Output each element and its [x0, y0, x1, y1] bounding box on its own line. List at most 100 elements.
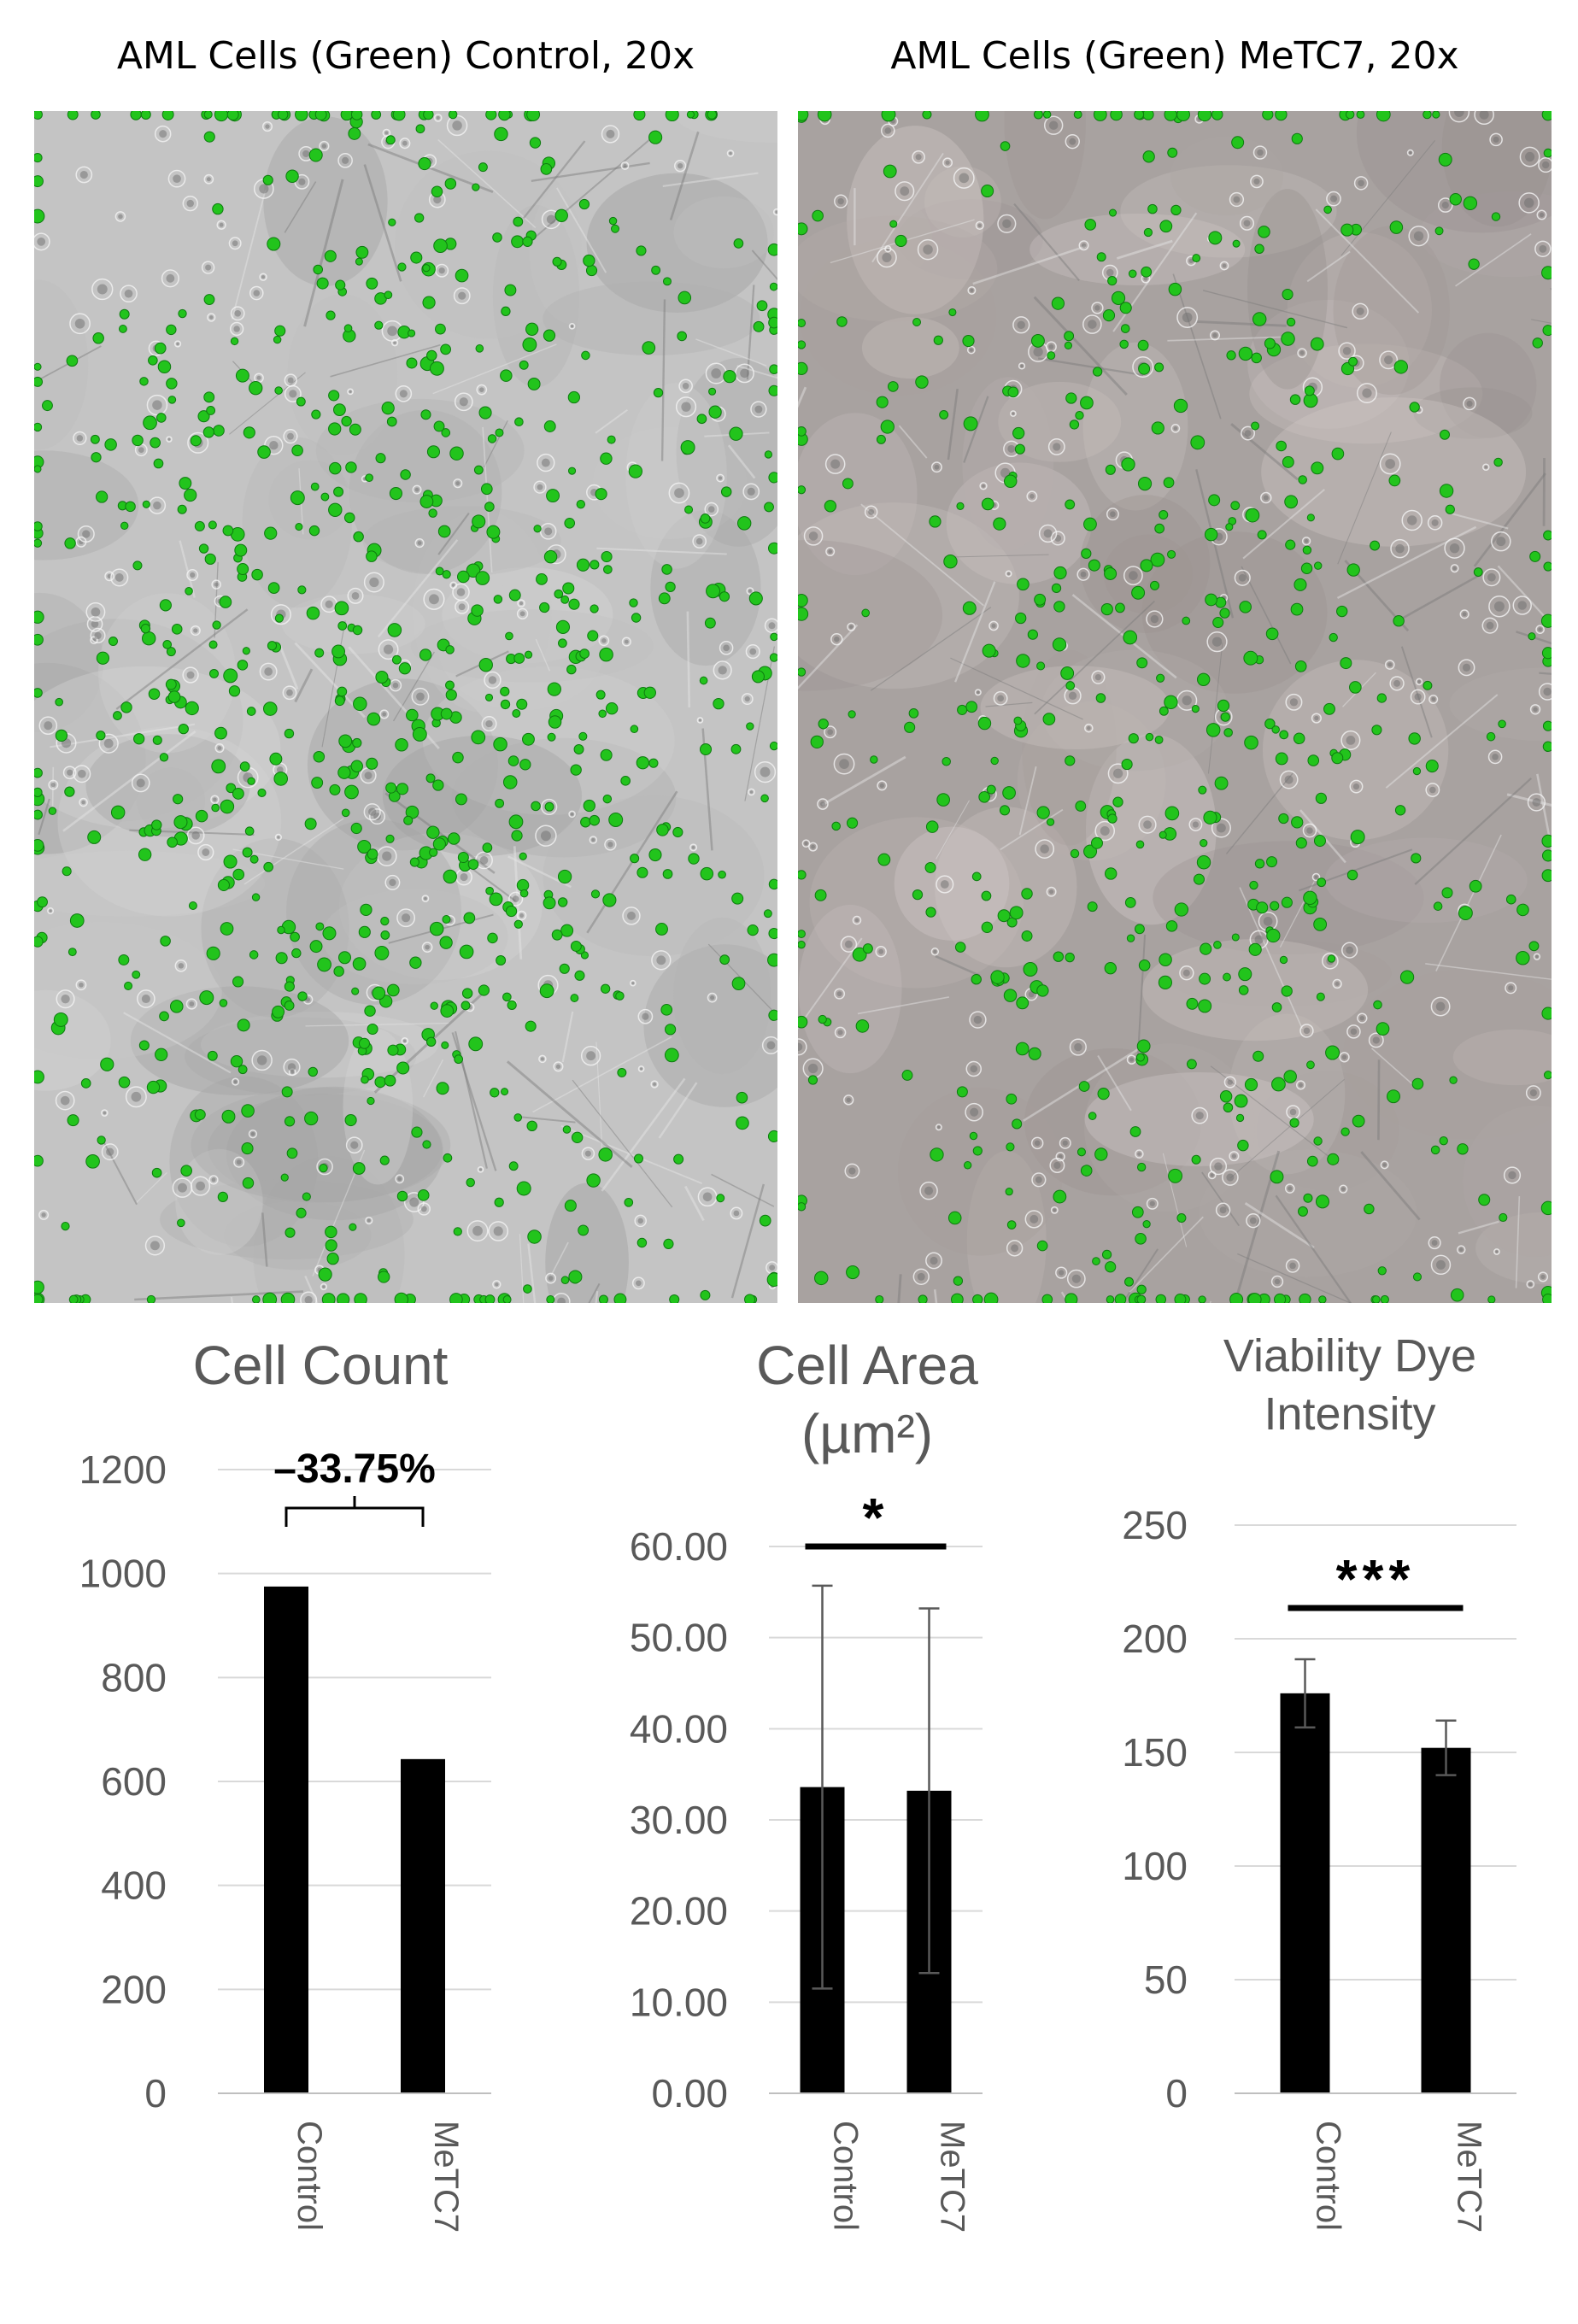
aml-cell-dot	[314, 111, 327, 120]
aml-cell-dot	[567, 467, 577, 475]
phase-core	[970, 1065, 978, 1073]
phase-halo	[1519, 146, 1540, 167]
aml-cell-dot	[1065, 1293, 1078, 1303]
aml-cell-dot	[1313, 1136, 1323, 1146]
aml-cell-dot	[1197, 111, 1212, 122]
aml-cell-dot	[180, 1165, 192, 1177]
aml-cell-dot	[1310, 337, 1324, 351]
aml-cell-dot	[277, 111, 289, 120]
phase-core	[61, 995, 70, 1004]
phase-core	[591, 838, 595, 842]
phase-halo	[601, 125, 620, 144]
aml-cell-dot	[1252, 312, 1267, 326]
phase-core	[540, 830, 551, 842]
aml-cell-dot	[583, 799, 595, 813]
phase-core	[458, 291, 466, 300]
aml-cell-dot	[507, 755, 519, 766]
aml-cell-dot	[411, 1126, 423, 1138]
aml-cell-dot	[766, 1272, 777, 1288]
aml-cell-dot	[508, 589, 521, 602]
aml-cell-dot	[249, 854, 259, 864]
phase-core	[1062, 1140, 1068, 1146]
aml-cell-dot	[747, 924, 759, 936]
phase-core	[1012, 412, 1015, 415]
aml-cell-dot	[953, 1276, 964, 1286]
aml-cell-dot	[209, 668, 219, 678]
aml-cell-dot	[132, 560, 143, 571]
aml-cell-dot	[507, 1000, 517, 1010]
phase-core	[1359, 1015, 1365, 1021]
aml-cell-dot	[441, 1041, 449, 1049]
aml-cell-dot	[558, 638, 567, 648]
phase-halo	[761, 1036, 777, 1054]
aml-cell-dot	[678, 290, 692, 305]
aml-cell-dot	[425, 1036, 437, 1048]
aml-cell-dot	[1128, 733, 1139, 744]
aml-cell-dot	[768, 928, 777, 940]
phase-halo	[1389, 676, 1405, 691]
aml-cell-dot	[736, 1116, 749, 1130]
phase-halo	[1170, 424, 1181, 433]
aml-cell-dot	[285, 1227, 296, 1238]
aml-cell-dot	[1238, 967, 1252, 982]
aml-cell-dot	[769, 364, 777, 374]
phase-halo	[261, 121, 273, 132]
phase-halo	[1215, 1202, 1231, 1218]
aml-cell-dot	[304, 818, 317, 830]
phase-core	[1110, 511, 1116, 518]
aml-cell-dot	[526, 1120, 537, 1132]
background-patch	[1142, 939, 1369, 1042]
aml-cell-dot	[1036, 806, 1050, 819]
cell-strand	[1531, 319, 1552, 324]
cell-strand	[736, 365, 777, 379]
aml-cell-dot	[1231, 933, 1240, 942]
aml-cell-dot	[1541, 647, 1552, 660]
aml-cell-dot	[380, 930, 390, 940]
aml-cell-dot	[764, 450, 773, 459]
phase-halo	[1038, 524, 1058, 543]
aml-cell-dot	[1205, 593, 1217, 607]
background-patch	[1413, 387, 1533, 439]
phase-core	[1182, 695, 1192, 706]
aml-cell-dot	[425, 773, 436, 783]
aml-cell-dot	[824, 500, 837, 513]
phase-halo	[389, 678, 402, 692]
aml-cell-dot	[426, 445, 441, 459]
aml-cell-dot	[1266, 928, 1281, 943]
cell-strand	[1229, 1078, 1345, 1179]
phase-halo	[1024, 1210, 1043, 1229]
phase-halo	[125, 1086, 147, 1108]
phase-core	[969, 348, 973, 352]
aml-cell-dot	[296, 1207, 307, 1218]
aml-cell-dot	[1498, 719, 1506, 729]
aml-cell-dot	[100, 1057, 114, 1071]
aml-cell-dot	[1080, 1165, 1093, 1177]
aml-cell-dot	[436, 1082, 449, 1095]
aml-cell-dot	[493, 737, 507, 752]
phase-core	[844, 940, 853, 948]
phase-core	[206, 177, 211, 182]
aml-cell-dot	[1348, 356, 1358, 367]
phase-halo	[953, 167, 975, 189]
phase-halo	[508, 891, 524, 907]
aml-cell-dot	[366, 550, 378, 562]
aml-cell-dot	[146, 1080, 161, 1095]
aml-cell-dot	[1134, 924, 1145, 935]
phase-halo	[1505, 982, 1517, 995]
cell-strand	[482, 426, 493, 573]
aml-cell-dot	[630, 725, 639, 734]
cell-strand	[595, 408, 628, 434]
phase-halo	[161, 269, 179, 288]
phase-core	[1452, 566, 1457, 571]
aml-cell-dot	[1542, 741, 1552, 753]
phase-core	[150, 1241, 160, 1251]
aml-cell-dot	[274, 613, 284, 623]
phase-halo	[637, 1008, 654, 1024]
aml-cell-dot	[1279, 955, 1288, 965]
aml-cell-dot	[418, 157, 431, 171]
phase-core	[253, 290, 261, 296]
phase-core	[1254, 935, 1264, 944]
aml-cell-dot	[152, 735, 162, 745]
aml-cell-dot	[957, 704, 968, 715]
aml-cell-dot	[1027, 629, 1038, 640]
